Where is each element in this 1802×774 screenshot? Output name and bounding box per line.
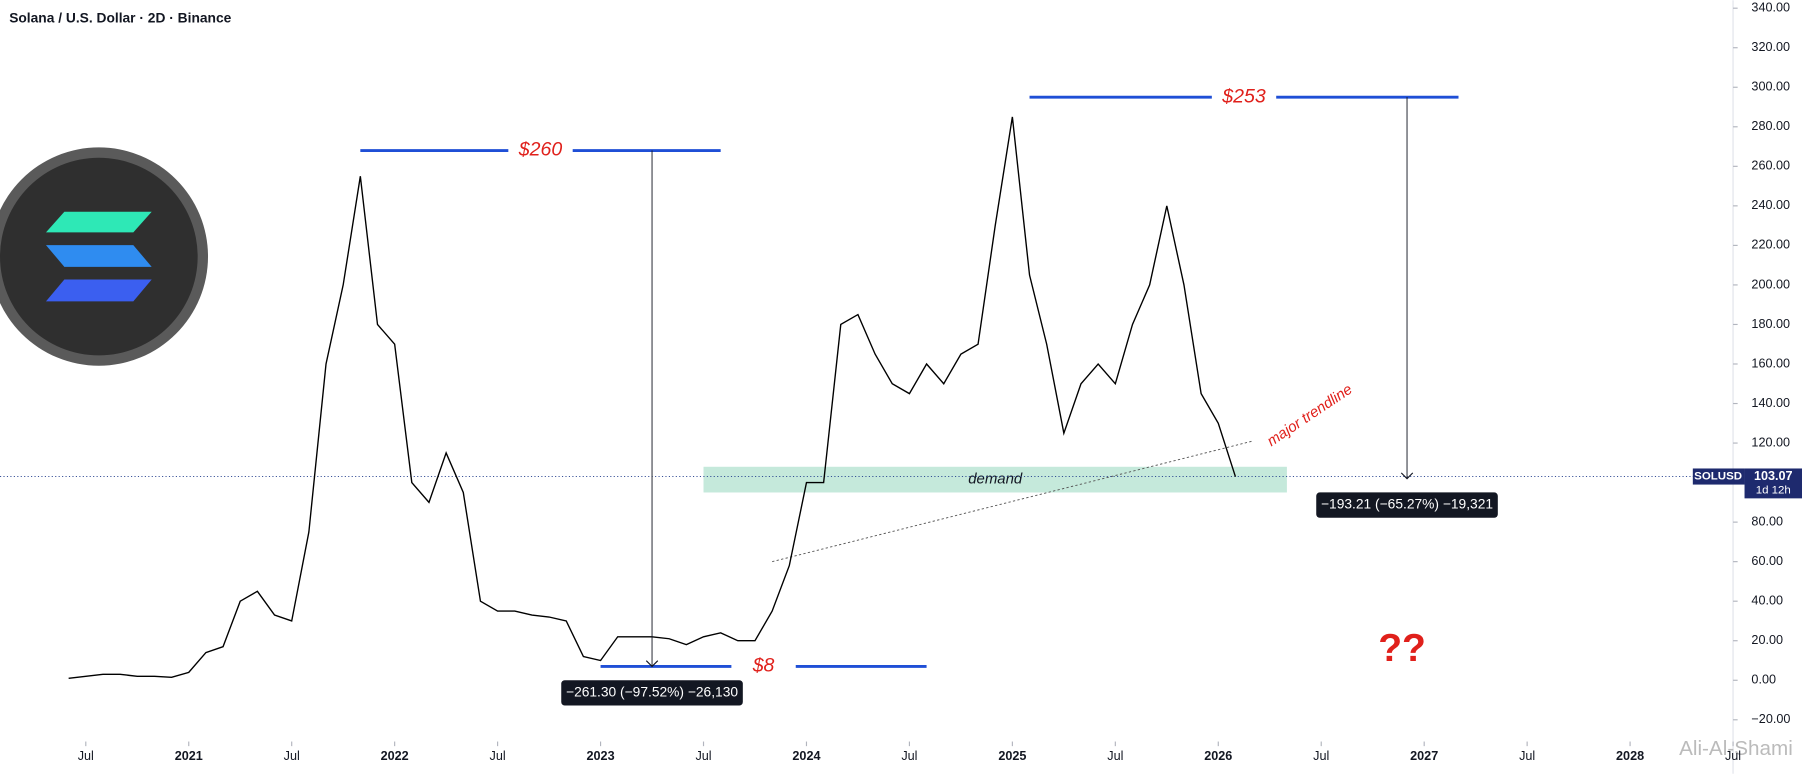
x-tick-label: Jul — [1313, 749, 1329, 763]
y-tick-label: 80.00 — [1751, 514, 1783, 528]
countdown-label: 1d 12h — [1756, 484, 1791, 496]
y-tick-label: 160.00 — [1751, 356, 1790, 370]
y-tick-label: 140.00 — [1751, 396, 1790, 410]
level-label-bg — [1211, 84, 1277, 110]
y-tick-label: 200.00 — [1751, 277, 1790, 291]
price-badge — [1744, 468, 1802, 499]
measure-box — [561, 680, 743, 706]
y-tick-label: 0.00 — [1751, 673, 1776, 687]
x-tick-label: Jul — [901, 749, 917, 763]
note: ?? — [1378, 627, 1426, 670]
symbol-badge — [1692, 468, 1745, 485]
x-tick-label: Jul — [695, 749, 711, 763]
x-tick-label: 2026 — [1204, 749, 1232, 763]
y-tick-label: 280.00 — [1751, 119, 1790, 133]
x-tick-label: 2027 — [1410, 749, 1438, 763]
measure-arrow — [645, 660, 659, 668]
x-tick-label: 2023 — [587, 749, 615, 763]
measure-box — [1316, 492, 1498, 518]
watermark: Ali-Al-Shami — [1679, 737, 1793, 760]
y-tick-label: 300.00 — [1751, 80, 1790, 94]
x-tick-label: Jul — [1725, 749, 1741, 763]
y-tick-label: 120.00 — [1751, 435, 1790, 449]
y-tick-label: 220.00 — [1751, 238, 1790, 252]
x-tick-label: Jul — [284, 749, 300, 763]
y-tick-label: 40.00 — [1751, 594, 1783, 608]
x-tick-label: 2028 — [1616, 749, 1644, 763]
x-tick-label: Jul — [1519, 749, 1535, 763]
x-tick-label: Jul — [1107, 749, 1123, 763]
demand-zone — [703, 466, 1287, 493]
symbol-label: SOLUSD — [1694, 471, 1742, 483]
measure-label: −261.30 (−97.52%) −26,130 — [566, 684, 738, 699]
level-label: $253 — [1221, 85, 1266, 107]
measure-arrow — [1400, 472, 1414, 480]
x-tick-label: 2021 — [175, 749, 203, 763]
y-tick-label: 240.00 — [1751, 198, 1790, 212]
level-label-bg — [731, 653, 796, 680]
y-tick-label: 260.00 — [1751, 159, 1790, 173]
measure-label: −193.21 (−65.27%) −19,321 — [1321, 497, 1493, 512]
x-tick-label: Jul — [78, 749, 94, 763]
y-tick-label: 340.00 — [1751, 1, 1790, 15]
x-tick-label: 2024 — [792, 749, 820, 763]
y-tick-label: −20.00 — [1751, 712, 1790, 726]
level-label-bg — [508, 137, 573, 164]
y-tick-label: 20.00 — [1751, 633, 1783, 647]
x-tick-label: Jul — [490, 749, 506, 763]
logo — [0, 147, 208, 366]
y-tick-label: 320.00 — [1751, 40, 1790, 54]
level-label: $260 — [518, 139, 563, 161]
price-label: 103.07 — [1754, 469, 1793, 483]
chart-title: Solana / U.S. Dollar · 2D · Binance — [9, 10, 231, 25]
zone-label: demand — [968, 471, 1023, 488]
x-tick-label: 2022 — [381, 749, 409, 763]
x-tick-label: 2025 — [998, 749, 1026, 763]
level-label: $8 — [752, 655, 775, 677]
y-tick-label: 180.00 — [1751, 317, 1790, 331]
y-tick-label: 60.00 — [1751, 554, 1783, 568]
